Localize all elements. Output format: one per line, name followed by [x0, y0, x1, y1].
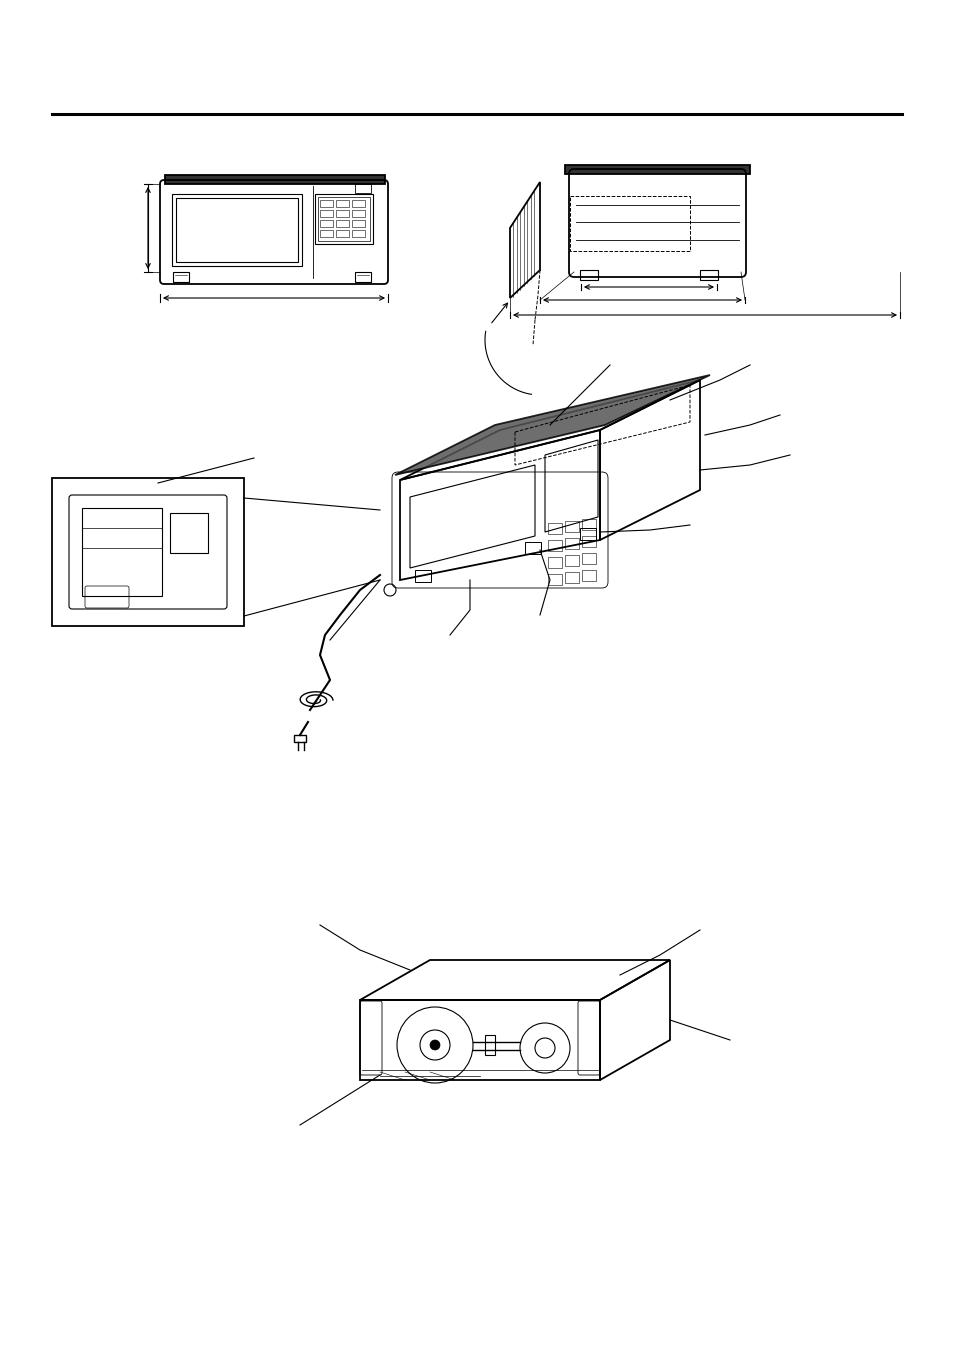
Bar	[564, 521, 578, 532]
Bar	[317, 197, 370, 240]
Bar	[581, 519, 596, 530]
Bar	[170, 513, 208, 553]
Bar	[319, 230, 333, 236]
Bar	[581, 553, 596, 563]
Bar	[564, 555, 578, 566]
Bar	[352, 200, 365, 207]
Bar	[355, 272, 371, 282]
Bar	[355, 184, 371, 193]
Bar	[314, 195, 373, 245]
Bar	[581, 536, 596, 547]
Bar	[524, 542, 540, 554]
Bar	[579, 528, 596, 540]
Bar	[581, 570, 596, 581]
Bar	[700, 270, 718, 280]
Bar	[352, 230, 365, 236]
Bar	[569, 196, 689, 251]
Polygon shape	[395, 376, 709, 476]
Bar	[294, 735, 306, 742]
Bar	[175, 199, 297, 262]
Bar	[547, 540, 561, 551]
Bar	[547, 523, 561, 534]
Bar	[172, 272, 189, 282]
Bar	[319, 209, 333, 218]
Bar	[547, 557, 561, 567]
Bar	[352, 209, 365, 218]
Bar	[319, 200, 333, 207]
Bar	[52, 478, 244, 626]
Bar	[335, 200, 349, 207]
Bar	[335, 230, 349, 236]
Bar	[564, 571, 578, 584]
Bar	[82, 508, 162, 596]
Bar	[319, 220, 333, 227]
Bar	[579, 270, 598, 280]
Bar	[335, 209, 349, 218]
Bar	[352, 220, 365, 227]
Bar	[415, 570, 431, 582]
Bar	[564, 165, 749, 174]
Bar	[335, 220, 349, 227]
Bar	[165, 176, 385, 184]
Bar	[564, 538, 578, 549]
Bar	[172, 195, 302, 266]
Bar	[547, 574, 561, 585]
Bar	[484, 1035, 495, 1055]
Circle shape	[430, 1040, 439, 1050]
